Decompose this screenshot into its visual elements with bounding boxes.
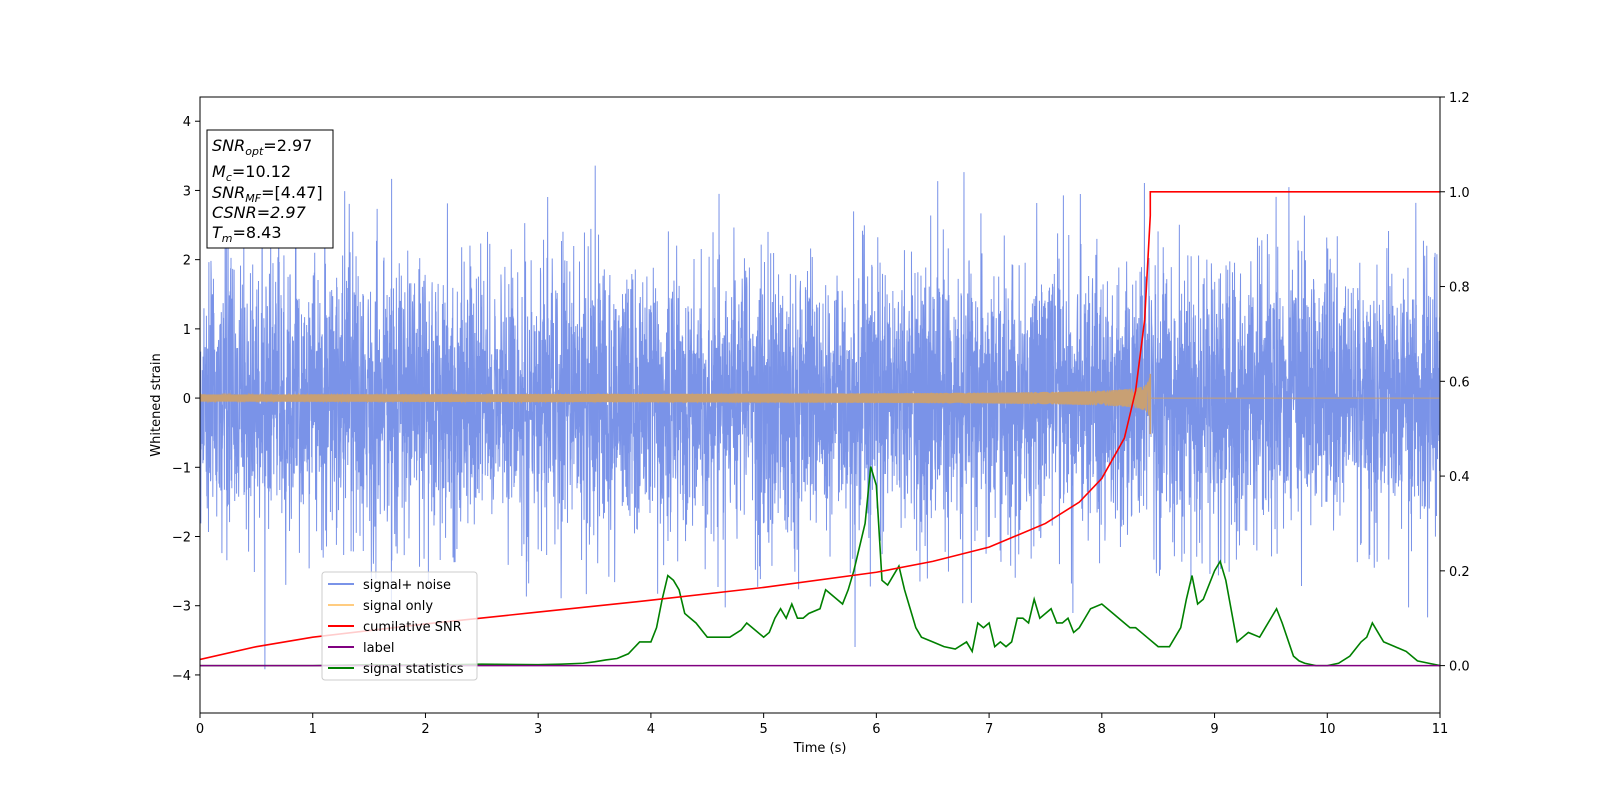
info-box-frame: [206, 129, 334, 249]
y-tick-label: 3: [183, 184, 191, 199]
y-tick-label: 2: [183, 254, 191, 269]
signal-only-series: [200, 373, 1440, 435]
signal-statistics-line: [200, 466, 1440, 667]
x-axis-ticks: 0 1 2 3 4 5 6 7 8 9 10 11: [196, 713, 1448, 737]
y-tick-label: −1: [172, 461, 191, 476]
x-tick-label: 7: [985, 722, 993, 737]
y2-tick-label: 0.6: [1449, 375, 1470, 390]
y2-tick-label: 1.0: [1449, 186, 1470, 201]
x-tick-label: 9: [1210, 722, 1218, 737]
x-tick-label: 11: [1432, 722, 1449, 737]
x-tick-label: 8: [1098, 722, 1106, 737]
legend-label-signal-statistics: signal statistics: [363, 662, 464, 677]
right-y-axis-ticks: 0.0 0.2 0.4 0.6 0.8 1.0 1.2: [1440, 91, 1470, 675]
legend-frame: [321, 571, 478, 681]
legend-label-cumulative-snr: cumilative SNR: [363, 620, 462, 635]
y-tick-label: −2: [172, 531, 191, 546]
y2-tick-label: 0.4: [1449, 470, 1470, 485]
info-mc: Mc=10.12: [212, 162, 291, 184]
y-tick-label: 4: [183, 115, 191, 130]
legend-label-signal-noise: signal+ noise: [363, 578, 451, 593]
info-tm: Tm=8.43: [212, 223, 282, 245]
legend-label-signal-only: signal only: [363, 599, 433, 614]
y-tick-label: −3: [172, 600, 191, 615]
x-tick-label: 4: [647, 722, 655, 737]
x-tick-label: 6: [872, 722, 880, 737]
info-snr-opt: SNRopt=2.97: [212, 136, 312, 158]
info-box: SNRopt=2.97 Mc=10.12 SNRMF=[4.47] CSNR=2…: [206, 129, 334, 249]
x-tick-label: 10: [1319, 722, 1336, 737]
y-axis-label: Whitened strain: [149, 353, 164, 456]
y2-tick-label: 0.0: [1449, 660, 1470, 675]
y-tick-label: −4: [172, 669, 191, 684]
signal-only-line: [200, 377, 1440, 418]
x-tick-label: 1: [309, 722, 317, 737]
x-tick-label: 0: [196, 722, 204, 737]
legend-label-label: label: [363, 641, 394, 656]
x-tick-label: 3: [534, 722, 542, 737]
y-tick-label: 0: [183, 392, 191, 407]
x-axis-label: Time (s): [793, 741, 847, 756]
y2-tick-label: 0.2: [1449, 565, 1470, 580]
x-tick-label: 5: [759, 722, 767, 737]
y-tick-label: 1: [183, 323, 191, 338]
x-tick-label: 2: [421, 722, 429, 737]
y-axis-ticks: −4 −3 −2 −1 0 1 2 3 4: [172, 115, 200, 684]
y2-tick-label: 1.2: [1449, 91, 1470, 106]
info-csnr: CSNR=2.97: [212, 203, 307, 222]
legend: signal+ noise signal only cumilative SNR…: [321, 571, 478, 681]
plot-frame: [199, 96, 1441, 714]
info-snr-mf: SNRMF=[4.47]: [212, 183, 323, 205]
y2-tick-label: 0.8: [1449, 281, 1470, 296]
